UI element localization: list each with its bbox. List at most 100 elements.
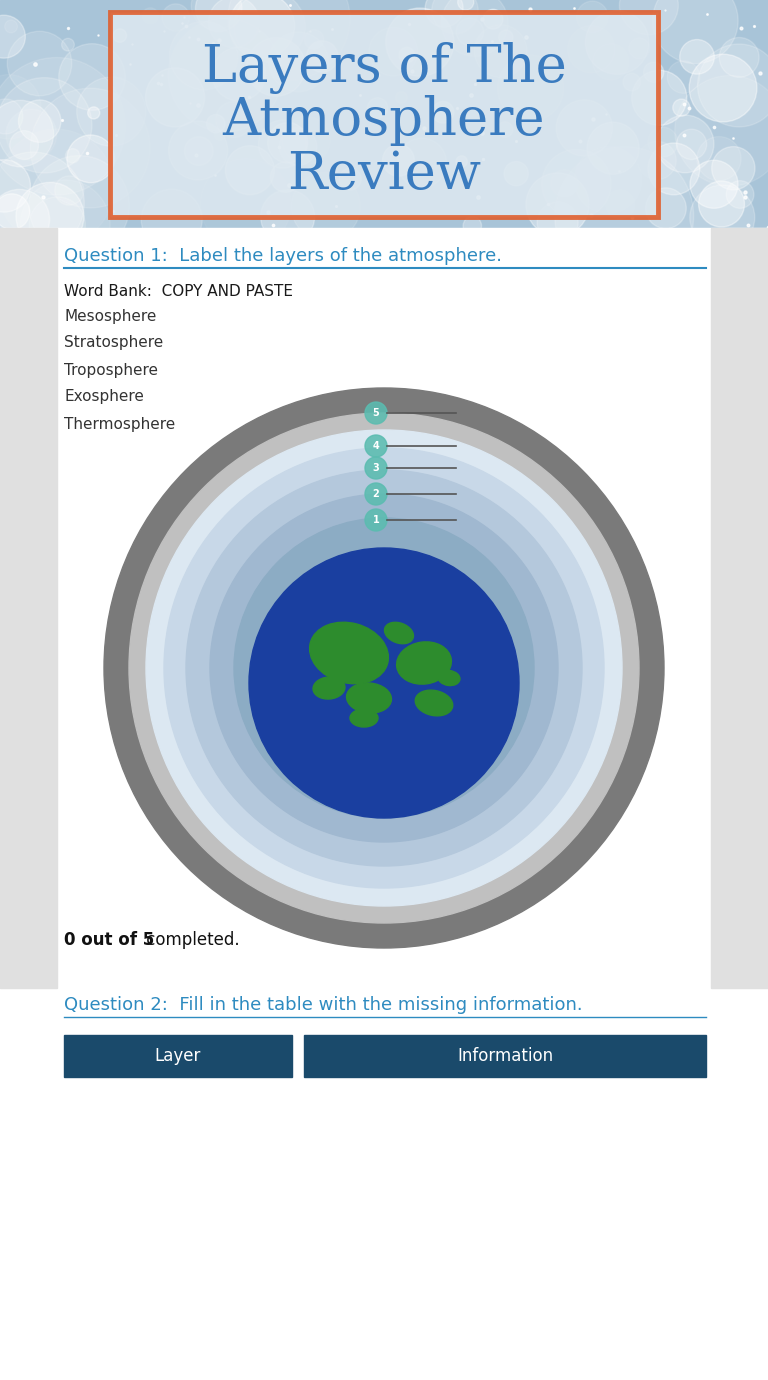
Circle shape xyxy=(637,141,676,179)
Circle shape xyxy=(629,39,650,59)
Circle shape xyxy=(61,39,74,51)
Circle shape xyxy=(228,0,350,80)
Circle shape xyxy=(541,149,611,218)
Text: 5: 5 xyxy=(372,408,379,418)
Circle shape xyxy=(88,106,100,119)
Text: Question 2:  Fill in the table with the missing information.: Question 2: Fill in the table with the m… xyxy=(64,996,583,1014)
Circle shape xyxy=(55,175,84,206)
Circle shape xyxy=(304,30,324,50)
Circle shape xyxy=(200,159,291,250)
Circle shape xyxy=(432,0,478,34)
Circle shape xyxy=(31,88,150,208)
Circle shape xyxy=(168,18,282,132)
Circle shape xyxy=(269,32,329,91)
Circle shape xyxy=(142,8,158,23)
Circle shape xyxy=(59,44,125,110)
Circle shape xyxy=(648,127,678,157)
Circle shape xyxy=(67,135,114,182)
Text: 0 out of 5: 0 out of 5 xyxy=(64,932,154,949)
Circle shape xyxy=(463,217,482,235)
Circle shape xyxy=(365,402,387,424)
Circle shape xyxy=(5,21,18,33)
Circle shape xyxy=(537,201,578,243)
Circle shape xyxy=(210,494,558,842)
Circle shape xyxy=(365,483,387,505)
Circle shape xyxy=(18,99,61,142)
Circle shape xyxy=(690,160,738,208)
Circle shape xyxy=(129,413,639,923)
Circle shape xyxy=(593,44,629,80)
Circle shape xyxy=(162,4,190,32)
Circle shape xyxy=(620,0,678,34)
Ellipse shape xyxy=(350,709,378,727)
Text: Thermosphere: Thermosphere xyxy=(64,417,175,432)
Circle shape xyxy=(0,130,114,246)
Ellipse shape xyxy=(396,642,452,684)
Circle shape xyxy=(475,25,527,77)
Text: 2: 2 xyxy=(372,489,379,500)
Text: Exosphere: Exosphere xyxy=(64,389,144,404)
Circle shape xyxy=(233,0,305,62)
Circle shape xyxy=(6,109,57,160)
Ellipse shape xyxy=(438,671,460,686)
Circle shape xyxy=(207,115,225,132)
Circle shape xyxy=(267,123,308,163)
Text: completed.: completed. xyxy=(141,932,240,949)
Circle shape xyxy=(0,99,23,134)
Circle shape xyxy=(146,431,622,907)
Circle shape xyxy=(0,193,30,229)
Ellipse shape xyxy=(310,622,389,683)
Circle shape xyxy=(365,509,387,531)
Circle shape xyxy=(458,0,474,10)
Circle shape xyxy=(526,172,589,236)
Bar xyxy=(711,228,768,988)
Circle shape xyxy=(0,77,92,172)
Circle shape xyxy=(367,98,388,119)
Circle shape xyxy=(141,189,202,250)
Circle shape xyxy=(339,168,361,190)
Circle shape xyxy=(632,70,687,126)
Circle shape xyxy=(425,0,463,28)
Circle shape xyxy=(456,156,467,167)
Circle shape xyxy=(673,99,690,116)
Circle shape xyxy=(606,190,634,219)
Circle shape xyxy=(432,102,454,123)
Bar xyxy=(0,228,768,1380)
Circle shape xyxy=(587,123,639,174)
Ellipse shape xyxy=(415,690,453,716)
Circle shape xyxy=(697,137,741,181)
Circle shape xyxy=(568,25,615,73)
Text: Information: Information xyxy=(457,1047,553,1065)
Circle shape xyxy=(677,130,707,160)
Text: Question 1:  Label the layers of the atmosphere.: Question 1: Label the layers of the atmo… xyxy=(64,247,502,265)
Circle shape xyxy=(0,58,125,195)
Circle shape xyxy=(196,0,242,32)
Circle shape xyxy=(10,131,38,160)
Circle shape xyxy=(229,0,295,58)
Circle shape xyxy=(577,1,608,33)
Circle shape xyxy=(504,161,528,186)
Circle shape xyxy=(216,102,252,138)
Circle shape xyxy=(574,146,641,214)
Circle shape xyxy=(169,121,227,179)
Circle shape xyxy=(282,116,330,164)
Circle shape xyxy=(498,30,513,44)
Circle shape xyxy=(585,11,649,75)
Circle shape xyxy=(280,128,317,166)
Circle shape xyxy=(648,144,700,195)
Circle shape xyxy=(306,41,338,72)
Circle shape xyxy=(697,44,768,127)
Circle shape xyxy=(675,76,768,186)
Text: Review: Review xyxy=(287,149,481,200)
Circle shape xyxy=(689,54,757,121)
Circle shape xyxy=(291,172,360,242)
Ellipse shape xyxy=(313,678,345,700)
Circle shape xyxy=(0,160,31,213)
Circle shape xyxy=(65,149,80,163)
Circle shape xyxy=(369,28,418,76)
FancyBboxPatch shape xyxy=(110,12,658,217)
Circle shape xyxy=(365,457,387,479)
Circle shape xyxy=(0,101,54,167)
Circle shape xyxy=(7,32,71,95)
Circle shape xyxy=(0,15,25,58)
